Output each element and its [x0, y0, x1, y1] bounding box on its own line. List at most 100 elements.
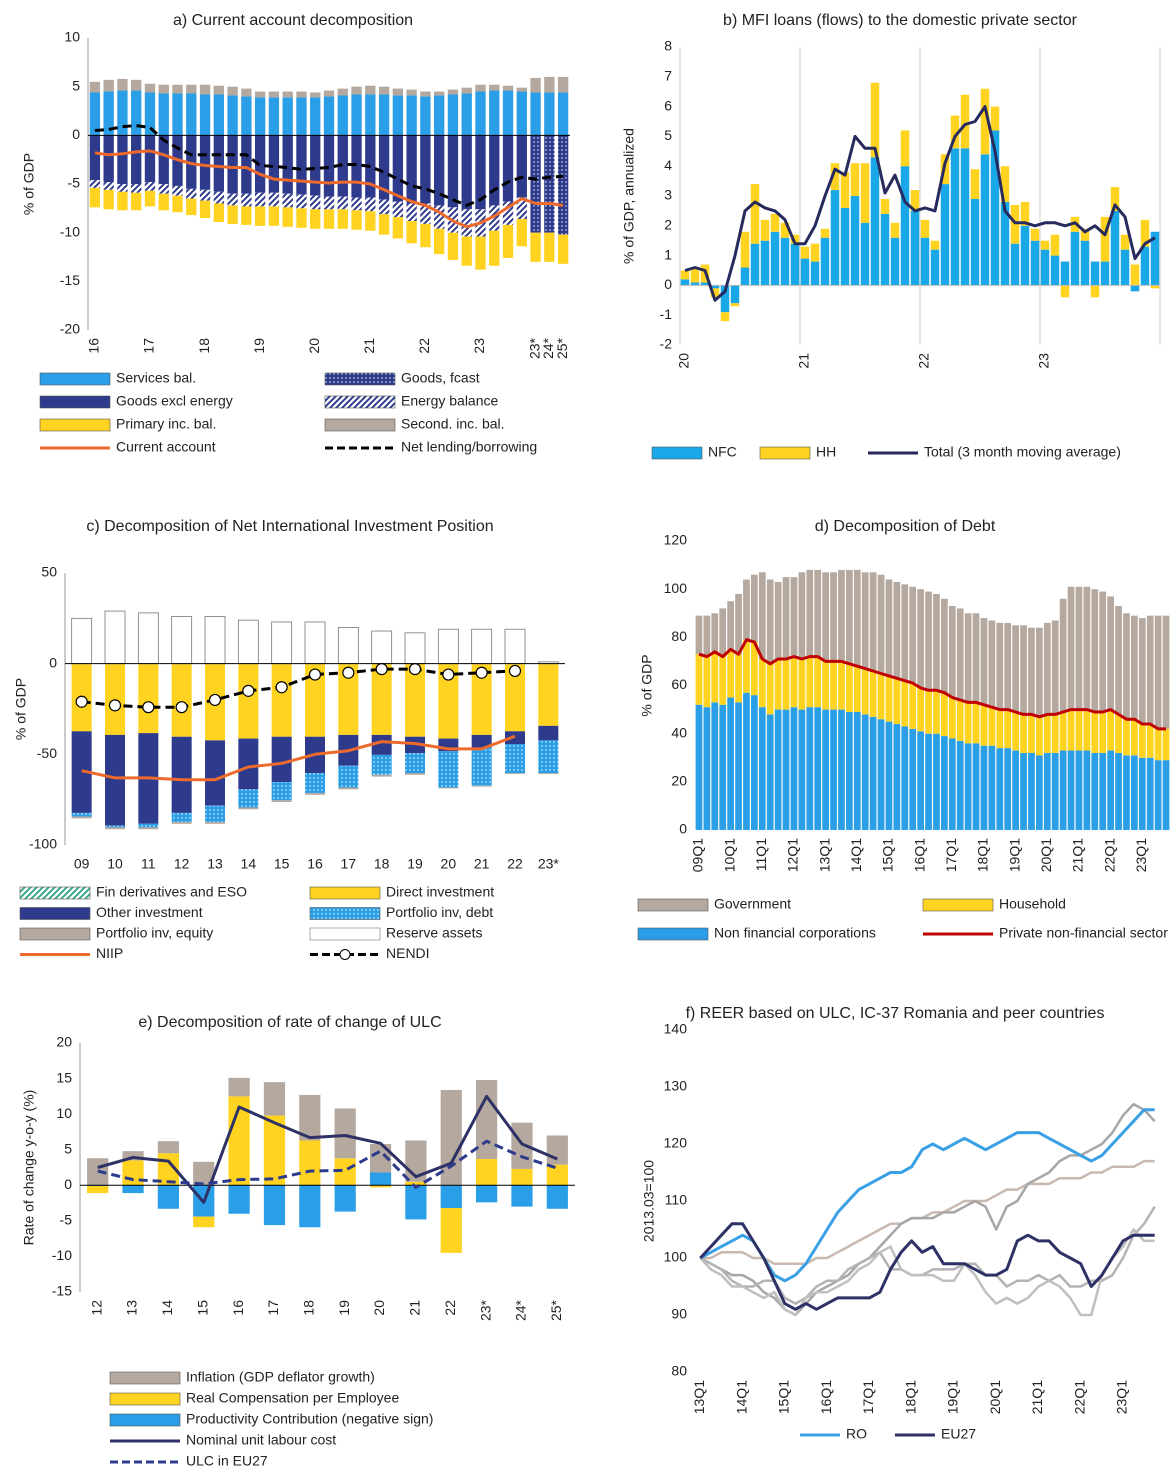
x-tick-label: 09 — [74, 856, 90, 872]
bar — [948, 738, 956, 830]
bar — [213, 94, 224, 136]
bar — [1059, 711, 1067, 751]
bar — [89, 187, 101, 208]
bar — [144, 92, 156, 136]
bar — [1120, 234, 1130, 250]
bar — [420, 135, 431, 204]
bar — [1043, 622, 1051, 715]
x-tick-label: 21 — [407, 1300, 423, 1316]
line-marker — [175, 701, 188, 714]
x-tick-label: 12 — [88, 1300, 104, 1316]
bar — [138, 823, 159, 828]
bar — [743, 639, 750, 693]
bar — [941, 598, 948, 693]
bar — [434, 91, 445, 96]
line-marker — [108, 699, 122, 712]
bar — [1075, 709, 1083, 751]
bar — [1131, 755, 1138, 830]
bar — [1146, 724, 1154, 758]
bar — [268, 135, 280, 193]
bar — [237, 619, 259, 665]
bar — [171, 812, 192, 822]
bar — [877, 673, 885, 720]
bar — [1051, 620, 1059, 715]
bar — [263, 1082, 286, 1116]
legend-label: NIIP — [96, 945, 123, 961]
bar — [199, 84, 211, 95]
legend-label: Non financial corporations — [714, 925, 876, 941]
bar — [1107, 596, 1114, 710]
bar — [711, 651, 719, 703]
bar — [750, 243, 760, 286]
x-tick-label: 14Q1 — [733, 1380, 749, 1414]
bar — [171, 664, 192, 737]
bar — [1051, 752, 1059, 830]
bar — [1051, 714, 1059, 753]
x-tick-label: 11Q1 — [753, 838, 769, 871]
y-tick-label: 7 — [664, 68, 672, 84]
legend-swatch — [637, 927, 709, 941]
y-tick-label: 20 — [671, 773, 687, 789]
bar — [254, 192, 266, 207]
line-marker — [475, 666, 488, 679]
bar — [296, 208, 307, 228]
x-tick-label: 24* — [540, 337, 556, 359]
bar — [89, 81, 101, 93]
x-tick-label: 14Q1 — [848, 838, 864, 872]
bar — [730, 303, 740, 307]
bar — [1036, 716, 1043, 756]
bar — [254, 135, 266, 193]
bar — [1030, 228, 1040, 241]
bar — [948, 697, 956, 739]
bar — [392, 217, 404, 239]
bar — [557, 234, 569, 264]
bar — [870, 82, 880, 158]
bar — [1080, 228, 1090, 241]
bar — [538, 773, 559, 774]
bar — [743, 579, 750, 640]
bar — [1090, 285, 1100, 298]
bar — [557, 76, 569, 93]
bar — [158, 184, 169, 194]
bar — [405, 773, 425, 775]
bar — [476, 1185, 498, 1203]
y-tick-label: -20 — [60, 321, 80, 337]
bar — [850, 196, 860, 286]
bar — [1059, 750, 1067, 830]
x-tick-label: 17 — [141, 338, 157, 354]
x-tick-label: 11 — [141, 856, 156, 872]
bar — [810, 261, 820, 286]
bar — [735, 702, 742, 830]
bar — [1120, 249, 1130, 286]
bar — [695, 654, 703, 705]
x-tick-label: 18 — [374, 856, 390, 872]
y-tick-label: 3 — [664, 187, 672, 203]
y-tick-label: 1 — [664, 246, 672, 262]
x-tick-label: 23* — [526, 337, 542, 359]
bar — [475, 236, 486, 270]
legend-label: Nominal unit labour cost — [186, 1432, 336, 1448]
bar — [369, 1185, 392, 1188]
bar — [505, 743, 525, 774]
bar — [334, 1158, 356, 1186]
bar — [447, 94, 459, 136]
x-tick-label: 16Q1 — [818, 1380, 834, 1414]
bar — [323, 209, 335, 229]
bar — [972, 743, 980, 830]
bar — [557, 92, 569, 136]
x-tick-label: 21Q1 — [1029, 1380, 1045, 1414]
bar — [980, 88, 990, 155]
bar — [1020, 225, 1030, 286]
bar — [727, 697, 734, 830]
bar — [271, 621, 293, 665]
bar — [205, 805, 225, 822]
bar — [980, 704, 988, 746]
x-tick-label: 25* — [548, 1299, 564, 1321]
bar — [830, 190, 840, 286]
line-series — [699, 1108, 1155, 1283]
bar — [820, 237, 830, 286]
bar — [304, 621, 326, 665]
bar — [254, 206, 266, 226]
bar — [117, 78, 128, 91]
bar — [880, 213, 890, 286]
